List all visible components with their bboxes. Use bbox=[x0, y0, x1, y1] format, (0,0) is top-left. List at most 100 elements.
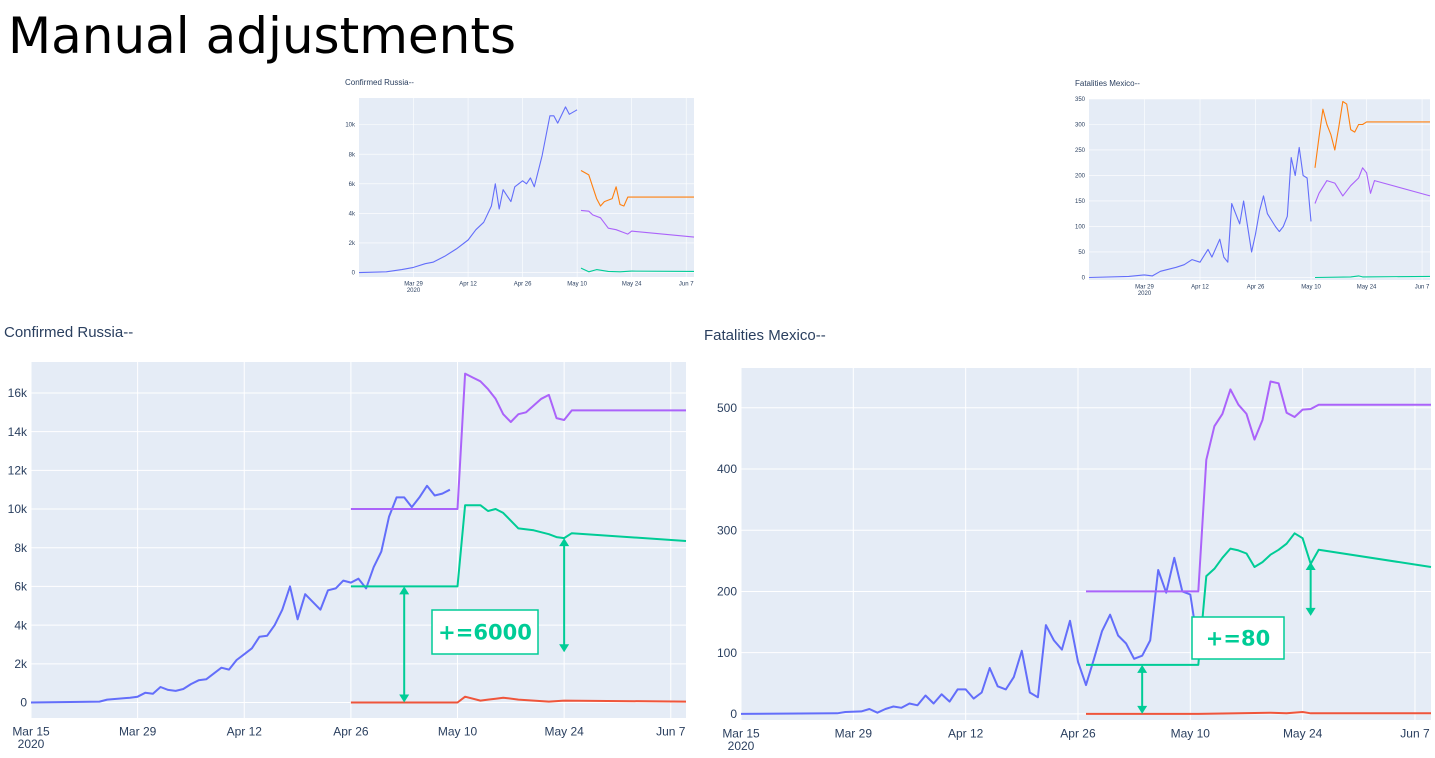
x-tick-label: May 10 bbox=[438, 724, 478, 738]
series-line bbox=[740, 556, 1200, 715]
x-tick-label: Jun 7 bbox=[656, 724, 686, 738]
x-tick-label: Apr 26 bbox=[514, 282, 532, 288]
plot-area bbox=[31, 362, 686, 718]
adjustment-arrow-head bbox=[1305, 607, 1316, 616]
y-tick-label: 8k bbox=[349, 152, 356, 158]
x-tick-label: May 24 bbox=[1357, 285, 1377, 291]
series-line bbox=[580, 170, 694, 207]
adjustment-label: +=6000 bbox=[438, 621, 532, 645]
adjustment-arrow-head bbox=[559, 644, 570, 653]
x-tick-label: Mar 29 bbox=[404, 282, 423, 288]
y-tick-label: 10k bbox=[8, 502, 28, 516]
x-tick-sublabel: 2020 bbox=[407, 288, 421, 294]
x-tick-label: May 24 bbox=[1283, 726, 1323, 740]
y-tick-label: 14k bbox=[8, 425, 28, 439]
series-line bbox=[1086, 380, 1431, 593]
series-line bbox=[1314, 100, 1430, 168]
x-tick-sublabel: 2020 bbox=[18, 737, 45, 751]
adjustment-arrow-head bbox=[399, 586, 410, 595]
y-tick-label: 6k bbox=[14, 580, 28, 594]
x-tick-label: Jun 7 bbox=[679, 282, 694, 288]
adjustment-label-box bbox=[431, 609, 539, 655]
y-tick-label: 500 bbox=[717, 401, 737, 415]
chart-title: Confirmed Russia-- bbox=[345, 78, 414, 87]
series-line bbox=[580, 267, 695, 273]
adjustment-label-box bbox=[1191, 616, 1285, 660]
x-tick-label: Apr 12 bbox=[948, 726, 984, 740]
adjustment-label: +=80 bbox=[1206, 627, 1270, 651]
x-tick-label: Mar 29 bbox=[119, 724, 157, 738]
x-tick-label: May 24 bbox=[622, 282, 642, 288]
x-tick-label: May 10 bbox=[567, 282, 587, 288]
x-tick-label: Jun 7 bbox=[1400, 726, 1430, 740]
x-tick-label: Apr 12 bbox=[227, 724, 263, 738]
y-tick-label: 10k bbox=[345, 123, 356, 129]
y-tick-label: 200 bbox=[1075, 174, 1086, 180]
adjustment-arrow-head bbox=[399, 694, 410, 703]
x-tick-sublabel: 2020 bbox=[1138, 291, 1152, 297]
plot-area bbox=[741, 368, 1431, 720]
chart-title: Confirmed Russia-- bbox=[4, 324, 133, 341]
y-tick-label: 4k bbox=[349, 211, 356, 217]
x-tick-sublabel: 2020 bbox=[728, 739, 755, 753]
x-tick-label: Apr 26 bbox=[1060, 726, 1096, 740]
x-tick-label: Apr 26 bbox=[333, 724, 369, 738]
y-tick-label: 0 bbox=[352, 271, 356, 277]
y-tick-label: 2k bbox=[14, 657, 28, 671]
y-tick-label: 8k bbox=[14, 541, 28, 555]
x-tick-label: May 10 bbox=[1301, 285, 1321, 291]
y-tick-label: 100 bbox=[1075, 225, 1086, 231]
adjustment-arrow-head bbox=[559, 538, 570, 547]
y-tick-label: 250 bbox=[1075, 148, 1086, 154]
x-tick-label: Mar 15 bbox=[12, 724, 50, 738]
plot-area bbox=[359, 98, 694, 277]
series-line bbox=[1088, 146, 1312, 279]
y-tick-label: 350 bbox=[1075, 97, 1086, 103]
plot-area bbox=[1089, 99, 1430, 280]
chart-title: Fatalities Mexico-- bbox=[704, 327, 826, 344]
series-line bbox=[30, 484, 451, 704]
series-line bbox=[1086, 711, 1431, 715]
series-line bbox=[350, 372, 686, 510]
y-tick-label: 0 bbox=[1082, 276, 1086, 282]
adjustment-arrow-head bbox=[1137, 705, 1148, 714]
x-tick-label: Mar 29 bbox=[835, 726, 873, 740]
series-line bbox=[580, 209, 695, 238]
y-tick-label: 16k bbox=[8, 386, 28, 400]
slide-title: Manual adjustments bbox=[8, 7, 517, 65]
x-tick-label: Apr 12 bbox=[1191, 285, 1209, 291]
y-tick-label: 12k bbox=[8, 464, 28, 478]
y-tick-label: 0 bbox=[20, 696, 27, 710]
y-tick-label: 0 bbox=[730, 707, 737, 721]
y-tick-label: 300 bbox=[1075, 123, 1086, 129]
series-line bbox=[1314, 275, 1431, 279]
x-tick-label: Mar 15 bbox=[722, 726, 760, 740]
y-tick-label: 2k bbox=[349, 241, 356, 247]
chart-title: Fatalities Mexico-- bbox=[1075, 79, 1140, 88]
adjustment-arrow-head bbox=[1137, 664, 1148, 673]
x-tick-label: Apr 26 bbox=[1247, 285, 1265, 291]
y-tick-label: 6k bbox=[349, 182, 356, 188]
y-tick-label: 4k bbox=[14, 618, 28, 632]
x-tick-label: Mar 29 bbox=[1135, 285, 1154, 291]
y-tick-label: 400 bbox=[717, 462, 737, 476]
series-line bbox=[358, 106, 578, 274]
x-tick-label: May 24 bbox=[544, 724, 584, 738]
y-tick-label: 150 bbox=[1075, 199, 1086, 205]
x-tick-label: May 10 bbox=[1171, 726, 1211, 740]
y-tick-label: 300 bbox=[717, 523, 737, 537]
series-line bbox=[350, 695, 687, 704]
x-tick-label: Jun 7 bbox=[1415, 285, 1430, 291]
y-tick-label: 200 bbox=[717, 585, 737, 599]
y-tick-label: 50 bbox=[1078, 250, 1085, 256]
x-tick-label: Apr 12 bbox=[459, 282, 477, 288]
adjustment-arrow-head bbox=[1305, 562, 1316, 571]
series-line bbox=[1086, 532, 1432, 666]
series-line bbox=[350, 504, 687, 588]
series-line bbox=[1314, 167, 1431, 204]
